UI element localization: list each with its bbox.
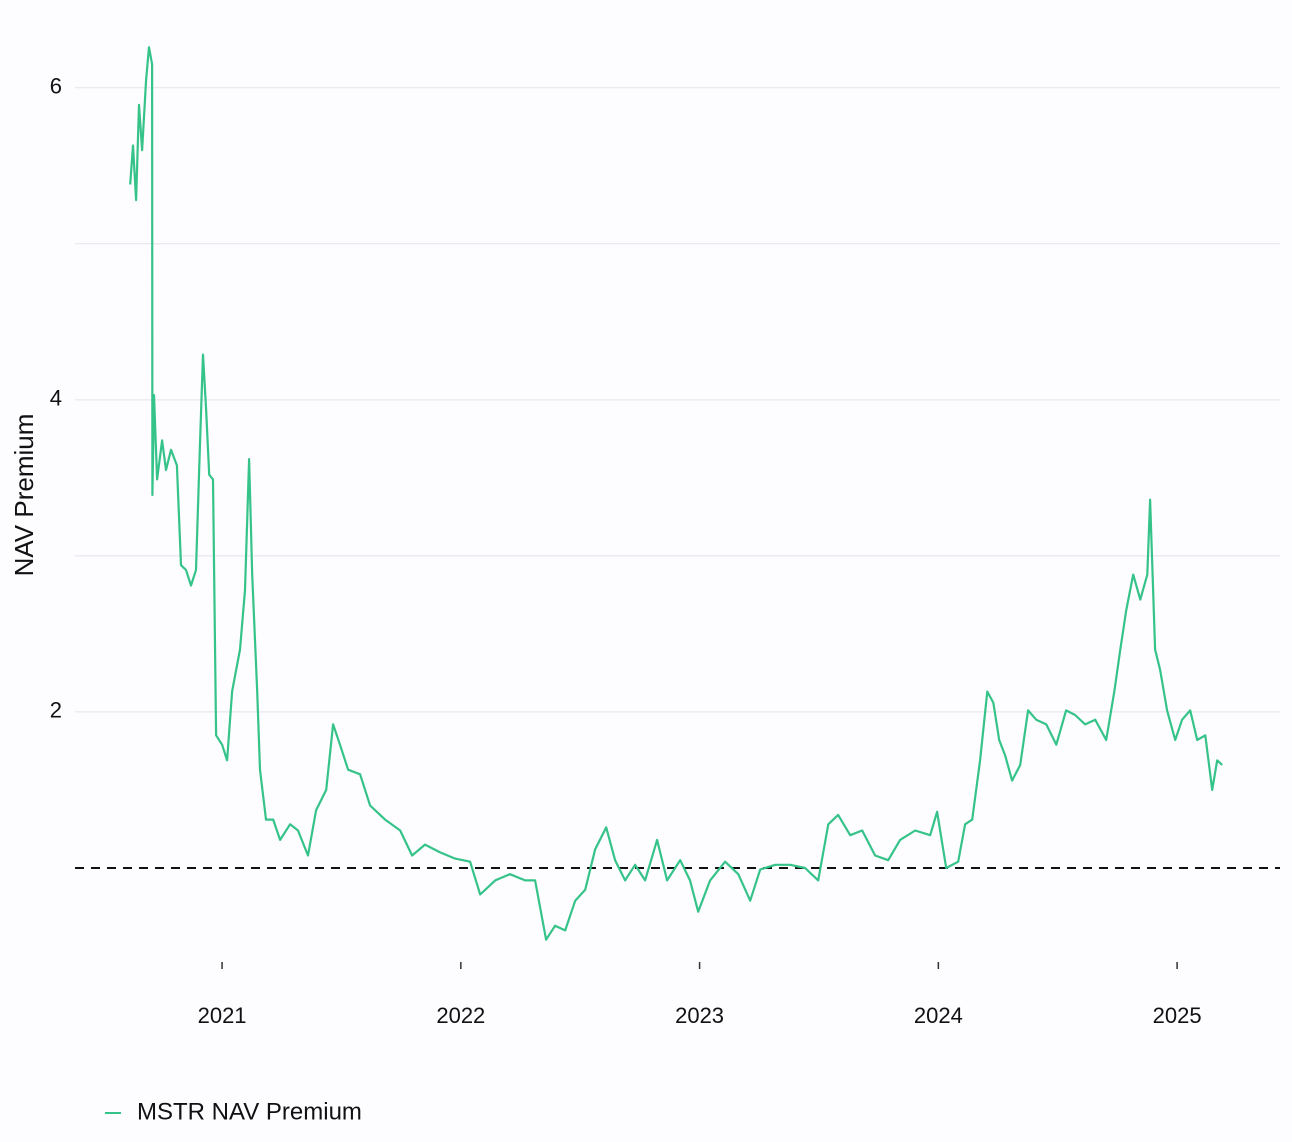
y-tick-label: 2: [50, 698, 62, 723]
x-tick-label: 2023: [675, 1003, 724, 1028]
x-tick-label: 2021: [198, 1003, 247, 1028]
data-line: [129, 46, 1223, 941]
x-tick-label: 2024: [914, 1003, 963, 1028]
y-tick-label: 6: [50, 74, 62, 99]
x-tick-label: 2022: [436, 1003, 485, 1028]
legend-label: MSTR NAV Premium: [137, 1098, 362, 1125]
y-tick-label: 4: [50, 386, 62, 411]
x-tick-label: 2025: [1153, 1003, 1202, 1028]
y-axis-label: NAV Premium: [9, 414, 39, 577]
